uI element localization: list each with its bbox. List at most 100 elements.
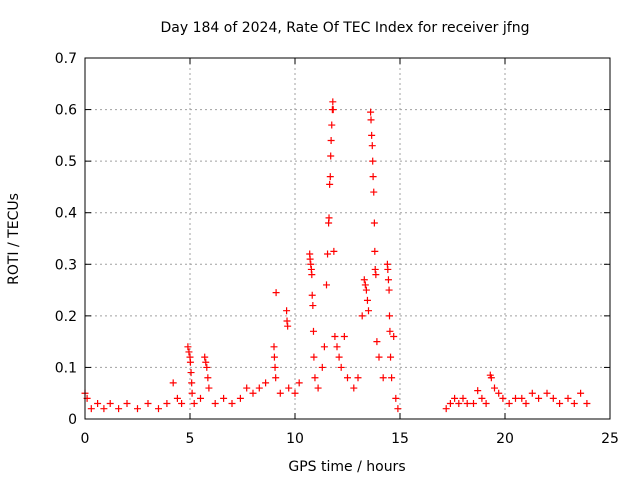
data-point xyxy=(306,255,314,263)
data-point xyxy=(220,394,228,402)
data-point xyxy=(549,394,557,402)
data-point xyxy=(335,353,343,361)
y-tick-label: 0.3 xyxy=(55,257,77,273)
data-point xyxy=(556,400,564,408)
data-point xyxy=(211,400,219,408)
data-point xyxy=(326,173,334,181)
data-point xyxy=(324,250,332,258)
data-point xyxy=(94,400,102,408)
y-tick-label: 0.6 xyxy=(55,103,77,119)
data-point xyxy=(368,142,376,150)
chart-title: Day 184 of 2024, Rate Of TEC Index for r… xyxy=(161,20,530,36)
data-point xyxy=(495,389,503,397)
data-point xyxy=(327,137,335,145)
data-point xyxy=(311,374,319,382)
data-point xyxy=(309,327,317,335)
data-point xyxy=(369,157,377,165)
data-point xyxy=(535,394,543,402)
x-tick-label: 5 xyxy=(186,431,195,447)
data-point xyxy=(187,369,195,377)
data-point xyxy=(340,332,348,340)
data-point xyxy=(478,394,486,402)
data-point xyxy=(384,276,392,284)
data-point xyxy=(331,332,339,340)
data-point xyxy=(243,384,251,392)
data-point xyxy=(204,374,212,382)
data-point xyxy=(307,260,315,268)
data-point xyxy=(236,394,244,402)
data-point xyxy=(365,307,372,315)
data-point xyxy=(392,394,400,402)
data-point xyxy=(390,332,398,340)
data-point xyxy=(482,400,490,408)
data-point xyxy=(386,327,394,335)
data-point xyxy=(522,400,530,408)
data-point xyxy=(371,247,379,255)
data-point xyxy=(358,312,366,320)
data-point xyxy=(499,394,507,402)
data-point xyxy=(163,400,171,408)
data-point xyxy=(190,400,198,408)
axis-ticks: 0 5 10 15 20 25 0 0.1 0.2 0.3 0.4 0.5 0.6 0.7 xyxy=(55,51,619,447)
y-tick-label: 0.5 xyxy=(55,154,77,170)
data-point xyxy=(570,400,578,408)
y-tick-label: 0.1 xyxy=(55,360,77,376)
data-point xyxy=(323,281,330,289)
data-point xyxy=(284,322,292,330)
data-point xyxy=(463,400,471,408)
data-point xyxy=(372,271,380,279)
data-point xyxy=(203,363,211,371)
data-point xyxy=(272,374,280,382)
data-point xyxy=(370,188,378,196)
data-point xyxy=(491,384,498,392)
data-point xyxy=(309,302,317,310)
data-point xyxy=(326,180,334,188)
x-tick-label: 15 xyxy=(391,431,409,447)
data-point xyxy=(373,338,381,346)
data-point xyxy=(134,405,141,413)
data-point xyxy=(178,400,186,408)
data-point xyxy=(106,400,114,408)
data-point xyxy=(455,400,463,408)
data-point xyxy=(543,389,551,397)
data-point xyxy=(205,384,213,392)
data-point xyxy=(270,353,278,361)
data-point xyxy=(375,353,383,361)
data-point xyxy=(87,405,95,413)
y-tick-label: 0.7 xyxy=(55,51,77,67)
data-point xyxy=(320,343,328,351)
data-point xyxy=(564,394,572,402)
plot-frame xyxy=(84,57,611,420)
data-point xyxy=(350,384,358,392)
data-point xyxy=(123,400,131,408)
data-points xyxy=(81,98,591,413)
data-point xyxy=(100,405,108,413)
data-point xyxy=(283,317,291,325)
data-point xyxy=(333,343,341,351)
data-point xyxy=(202,358,210,366)
data-point xyxy=(272,289,280,297)
data-point xyxy=(291,389,299,397)
x-tick-label: 0 xyxy=(81,431,90,447)
data-point xyxy=(379,374,387,382)
data-point xyxy=(583,400,591,408)
x-tick-label: 25 xyxy=(601,431,619,447)
data-point xyxy=(308,291,316,299)
data-point xyxy=(197,394,204,402)
data-point xyxy=(329,106,337,114)
data-point xyxy=(387,353,395,361)
data-point xyxy=(518,394,526,402)
data-point xyxy=(367,108,375,116)
y-axis-label: ROTI / TECUs xyxy=(6,193,22,285)
x-axis-label: GPS time / hours xyxy=(288,459,405,475)
y-tick-label: 0.4 xyxy=(55,206,77,222)
data-point xyxy=(328,121,336,129)
data-point xyxy=(270,343,278,351)
data-point xyxy=(325,214,333,222)
data-point xyxy=(276,389,284,397)
data-point xyxy=(363,296,371,304)
data-point xyxy=(318,363,326,371)
data-point xyxy=(385,286,393,294)
data-point xyxy=(228,400,236,408)
data-point xyxy=(459,394,467,402)
